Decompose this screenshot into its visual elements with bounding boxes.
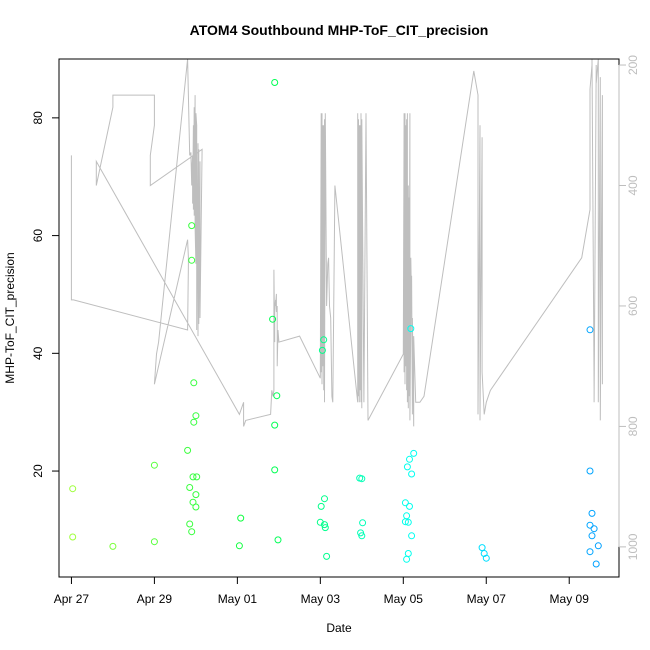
y2-tick-label: 1000 xyxy=(626,533,640,560)
data-point xyxy=(586,326,594,334)
data-point xyxy=(408,532,416,540)
y-axis-label: MHP-ToF_CIT_precision xyxy=(3,252,17,383)
data-point xyxy=(406,502,413,510)
x-tick-label: Apr 29 xyxy=(137,592,173,606)
data-point xyxy=(150,538,158,546)
x-tick-label: May 07 xyxy=(467,592,507,606)
data-point xyxy=(317,502,325,510)
data-point xyxy=(273,392,281,400)
data-point xyxy=(320,336,328,344)
data-point xyxy=(403,512,411,520)
data-point xyxy=(235,542,243,550)
data-point xyxy=(192,412,200,420)
x-tick-label: May 09 xyxy=(550,592,590,606)
data-point xyxy=(192,491,200,499)
data-point xyxy=(408,470,416,478)
y2-tick-label: 200 xyxy=(626,55,640,75)
data-point xyxy=(401,499,409,507)
data-point xyxy=(188,256,196,264)
secondary-series-layer xyxy=(70,59,603,427)
chart-title: ATOM4 Southbound MHP-ToF_CIT_precision xyxy=(190,22,489,38)
data-point xyxy=(274,536,282,544)
data-point xyxy=(190,418,198,426)
data-point xyxy=(316,518,324,526)
data-point xyxy=(190,379,198,387)
data-point xyxy=(269,315,277,323)
data-point xyxy=(237,514,245,522)
data-point xyxy=(150,461,158,469)
data-point xyxy=(189,473,197,481)
data-point xyxy=(590,525,598,533)
data-point xyxy=(358,532,366,540)
data-point xyxy=(406,455,413,463)
data-point xyxy=(69,485,77,493)
data-point xyxy=(588,532,596,540)
y-tick-label: 40 xyxy=(31,346,45,360)
secondary-series-line xyxy=(70,59,603,427)
x-axis-label: Date xyxy=(326,621,352,635)
scatter-points-layer xyxy=(69,79,602,568)
data-point xyxy=(321,495,328,503)
y-tick-label: 20 xyxy=(31,464,45,478)
data-point xyxy=(186,484,194,491)
data-point xyxy=(321,521,328,529)
y-tick-label: 60 xyxy=(31,229,45,243)
data-point xyxy=(586,467,594,475)
x-tick-label: Apr 27 xyxy=(54,592,90,606)
data-point xyxy=(193,473,201,481)
data-point xyxy=(482,554,490,562)
data-point xyxy=(109,542,117,550)
data-point xyxy=(586,548,594,556)
data-point xyxy=(271,466,279,474)
data-point xyxy=(318,346,326,354)
data-point xyxy=(404,550,412,557)
x-tick-label: May 01 xyxy=(218,592,258,606)
data-point xyxy=(184,446,192,454)
data-point xyxy=(410,449,418,457)
data-point xyxy=(188,528,196,536)
data-point xyxy=(403,463,411,471)
data-point xyxy=(478,544,486,552)
data-point xyxy=(188,222,196,230)
data-point xyxy=(404,518,412,526)
data-point xyxy=(594,542,602,550)
data-point xyxy=(192,503,200,511)
y-tick-label: 80 xyxy=(31,111,45,125)
data-point xyxy=(358,475,366,483)
data-point xyxy=(586,521,594,529)
x-tick-label: May 05 xyxy=(384,592,424,606)
data-point xyxy=(403,555,411,563)
data-point xyxy=(592,560,600,568)
axes-layer: Apr 27 Apr 29 May 01 May 03 May 05 May 07 May … xyxy=(31,55,640,606)
data-point xyxy=(186,520,194,528)
data-point xyxy=(69,533,77,541)
data-point xyxy=(271,79,279,86)
data-point xyxy=(321,524,329,532)
data-point xyxy=(359,519,367,527)
y2-tick-label: 800 xyxy=(626,416,640,436)
data-point xyxy=(588,509,596,517)
y2-tick-label: 400 xyxy=(626,175,640,195)
data-point xyxy=(407,325,415,333)
data-point xyxy=(271,421,279,429)
y2-tick-label: 600 xyxy=(626,296,640,316)
data-point xyxy=(323,552,331,560)
x-tick-label: May 03 xyxy=(301,592,341,606)
